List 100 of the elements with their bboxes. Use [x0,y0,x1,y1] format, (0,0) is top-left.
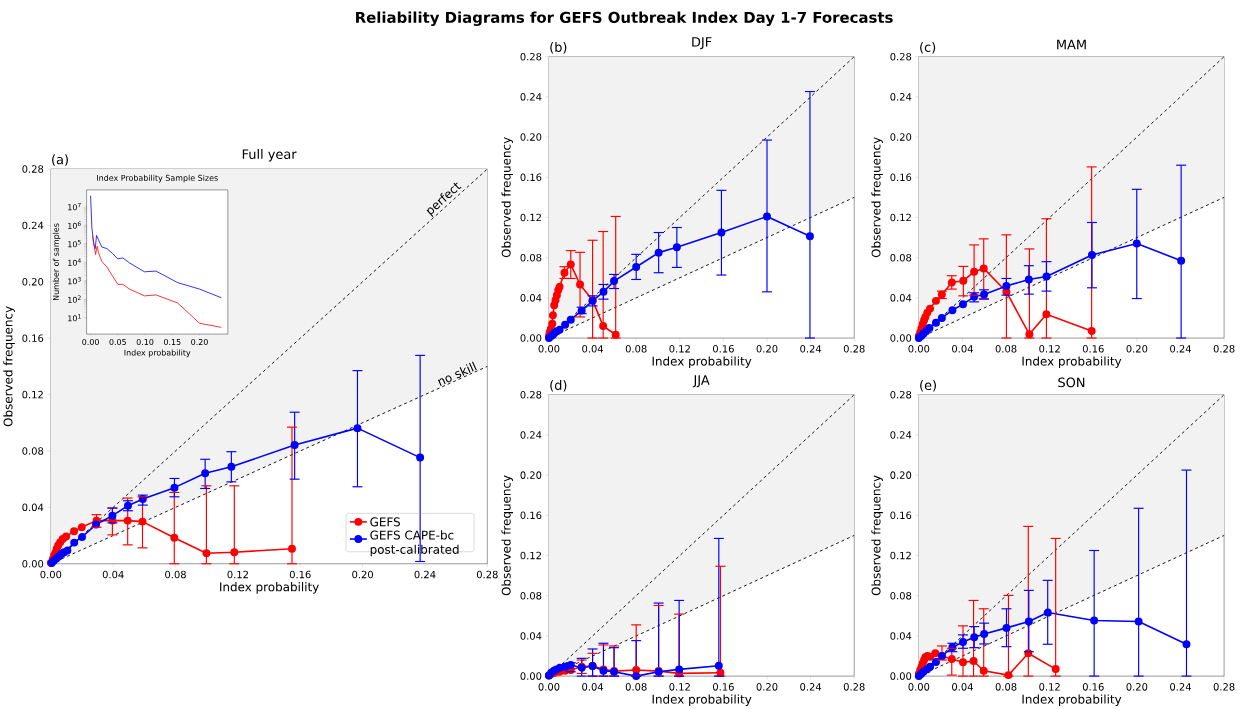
x-tick-label: 0.16 [1082,344,1104,353]
y-tick-label: 0.16 [520,173,542,181]
y-tick-label: 0.04 [890,631,912,640]
x-tick-label: 0.16 [1082,682,1104,691]
x-axis-title: Index probability [652,356,752,368]
y-axis-title: Observed frequency [871,137,883,258]
x-tick-label: 0.00 [538,344,560,353]
x-tick-label: 0.04 [952,682,973,691]
x-tick-label: 0.12 [1039,344,1060,353]
x-tick-label: 0.24 [800,344,822,353]
x-tick-label: 0.20 [1126,682,1148,691]
annotation: no skill [437,361,477,386]
y-tick-label: 0.16 [890,511,912,519]
x-tick-label: 0.12 [1039,682,1060,691]
x-tick-label: 0.12 [669,682,690,691]
x-tick-label: 0.08 [995,344,1017,353]
y-tick-label: 0.00 [520,672,542,680]
y-tick-label: 0.04 [890,293,912,302]
y-tick-label: 0.00 [22,559,44,568]
text: Reliability Diagrams for GEFS Outbreak Index Day 1-7 Forecasts [356,11,893,26]
x-tick-label: 0.00 [908,344,930,353]
text: (b) [550,41,567,54]
x-tick-label: 0.28 [1213,344,1235,353]
y-tick-label: 0.24 [520,92,542,101]
y-tick-label: 0.08 [22,447,44,455]
x-tick-label: 0.28 [476,570,498,579]
y-tick-label: 0.28 [520,390,542,399]
y-tick-label: 0.12 [890,213,911,222]
y-tick-label: 0.12 [520,213,541,222]
x-tick-label: 0.24 [800,682,822,691]
x-tick-label: 0.04 [952,344,973,353]
x-tick-label: 0.28 [843,344,865,353]
y-tick-label: 0.20 [520,471,542,479]
y-tick-label: 0.16 [520,511,542,519]
x-axis-title: Index probability [1022,694,1122,706]
x-tick-label: 0.24 [414,570,436,579]
y-tick-label: 0.28 [520,52,542,61]
chart-title: Full year [242,148,297,162]
x-tick-label: 0.04 [582,682,604,691]
x-tick-label: 0.28 [1213,682,1235,691]
x-axis-title: Index probability [1022,356,1122,368]
text: (a) [52,154,68,166]
legend-label: GEFS [370,517,400,527]
chart-title: MAM [1057,39,1086,50]
y-axis-title: Observed frequency [3,306,15,427]
y-tick-label: 0.28 [890,52,912,61]
y-axis-title: Observed frequency [501,137,514,258]
x-tick-label: 0.00 [908,682,930,691]
y-tick-label: 0.12 [890,551,911,560]
y-tick-label: 0.20 [890,471,912,479]
y-tick-label: 0.04 [22,503,44,511]
text: (e) [920,379,936,392]
x-tick-label: 0.04 [102,570,124,579]
x-tick-label: 0.00 [40,570,62,579]
x-tick-label: 0.24 [1170,682,1191,691]
x-tick-label: 0.12 [227,570,248,579]
x-tick-label: 0.20 [1126,344,1148,353]
x-axis-title: Index probability [652,694,752,706]
y-tick-label: 0.24 [22,221,44,230]
text: (c) [920,41,936,54]
y-tick-label: 0.16 [890,173,912,181]
text: (d) [550,379,567,392]
y-tick-label: 0.24 [890,431,912,439]
x-tick-label: 0.08 [165,570,186,579]
y-tick-label: 0.08 [890,591,912,600]
x-tick-label: 0.08 [625,344,647,353]
y-tick-label: 0.20 [520,133,542,141]
y-tick-label: 0.24 [890,92,912,101]
x-axis-title: Index probability [220,581,319,594]
x-tick-label: 0.28 [843,682,865,691]
y-tick-label: 0.12 [520,551,541,560]
y-tick-label: 0.20 [22,277,44,286]
chart-title: DJF [692,37,712,50]
y-tick-label: 0.00 [890,672,912,680]
y-axis-title: Observed frequency [501,475,514,596]
y-tick-label: 0.08 [520,591,542,600]
chart-title: SON [1058,377,1085,388]
y-tick-label: 0.24 [520,431,542,439]
y-tick-label: 0.04 [520,293,542,302]
x-tick-label: 0.16 [712,344,734,353]
x-tick-label: 0.04 [582,344,604,353]
x-tick-label: 0.12 [669,344,690,353]
y-tick-label: 0.28 [22,165,44,173]
x-tick-label: 0.20 [756,682,778,691]
y-axis-title: Observed frequency [871,475,883,596]
y-tick-label: 0.12 [22,390,43,399]
y-tick-label: 0.08 [890,253,912,262]
x-tick-label: 0.16 [712,682,734,691]
x-tick-label: 0.24 [1170,344,1191,353]
x-tick-label: 0.00 [538,682,560,691]
x-tick-label: 0.20 [352,570,374,579]
y-tick-label: 0.20 [890,133,912,141]
x-tick-label: 0.20 [756,344,778,353]
x-tick-label: 0.08 [995,682,1017,691]
y-tick-label: 0.28 [890,390,912,399]
x-tick-label: 0.16 [289,570,311,579]
y-tick-label: 0.04 [520,631,542,640]
y-tick-label: 0.08 [520,253,542,262]
x-tick-label: 0.08 [625,682,647,691]
chart-title: JJA [692,375,710,388]
